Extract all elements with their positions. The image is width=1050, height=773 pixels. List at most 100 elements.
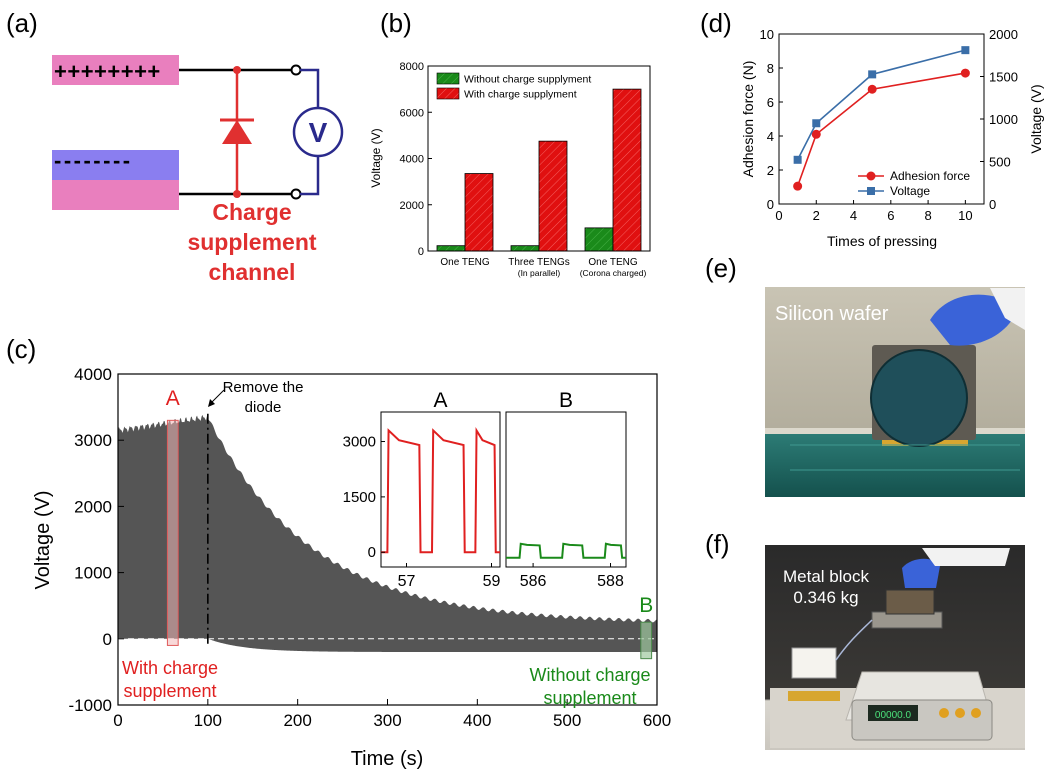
panel-label-e: (e) (705, 253, 737, 283)
junction-top (233, 66, 241, 74)
diode-annotation: Remove the (223, 379, 304, 396)
y2-tick-label: 1500 (989, 70, 1018, 85)
panel-label-d: (d) (700, 8, 732, 38)
junction-bottom (233, 190, 241, 198)
circuit-board (791, 647, 837, 679)
lab-coat-sleeve (990, 288, 1025, 330)
b-ylabel: Voltage (V) (369, 128, 383, 187)
x-tick-label: 2 (813, 208, 820, 223)
y-tick-label: 3000 (74, 431, 112, 450)
scale-button (971, 708, 981, 718)
negative-charge-signs: -------- (54, 148, 133, 173)
region-a-caption: With charge (122, 658, 218, 678)
inset-a-trace (381, 426, 500, 554)
x-tick-label: 0 (113, 711, 122, 730)
c-xlabel: Time (s) (351, 748, 424, 770)
y-tick-label: 2000 (74, 497, 112, 516)
x-tick-label: (In parallel) (518, 268, 561, 278)
gloved-hand (902, 558, 940, 588)
legend-label: With charge supplyment (464, 89, 577, 101)
caption-line-3: channel (209, 259, 296, 285)
inset-a-x-tick-label: 59 (483, 573, 501, 590)
panel-label-b: (b) (380, 8, 412, 38)
y-tick-label: 2000 (400, 200, 424, 212)
panel-label-c: (c) (6, 334, 36, 364)
bar (510, 245, 540, 252)
lead-wire (835, 619, 873, 661)
y-tick-label: 1000 (74, 564, 112, 583)
y-tick-label: 6000 (400, 107, 424, 119)
film-strip (788, 691, 840, 701)
y-tick-label: 4 (767, 129, 774, 144)
bar (538, 140, 568, 252)
voltmeter-label: V (309, 117, 328, 148)
inset-b-x-tick-label: 588 (597, 573, 624, 590)
y-tick-label: 8 (767, 61, 774, 76)
data-point (793, 155, 802, 164)
diode-icon (222, 120, 252, 144)
legend-label: Without charge supplyment (464, 74, 591, 86)
x-tick-label: Three TENGs (508, 257, 570, 268)
caption-line-2: supplement (187, 229, 316, 255)
data-point (793, 181, 803, 191)
scale-display (868, 705, 918, 721)
photo-f-label-2: 0.346 kg (793, 588, 858, 607)
legend-swatch (436, 72, 460, 85)
region-b-box (640, 621, 653, 660)
y2-tick-label: 1000 (989, 112, 1018, 127)
dielectric-layer (52, 150, 179, 180)
scale-display-text: 00000.0 (875, 710, 912, 721)
bottom-electrode (52, 180, 179, 210)
photo-f-label-1: Metal block (783, 567, 869, 586)
y-tick-label: 4000 (74, 365, 112, 384)
legend-marker (866, 171, 876, 181)
diode-arrowhead (208, 399, 215, 407)
data-point (960, 68, 970, 78)
x-tick-label: One TENG (440, 257, 489, 268)
y-tick-label: 0 (418, 246, 424, 258)
y-tick-label: 8000 (400, 61, 424, 73)
inset-b-frame (505, 411, 627, 568)
positive-charge-signs: ++++++++ (54, 59, 161, 84)
diode-annotation: diode (245, 399, 282, 416)
y2-tick-label: 0 (989, 197, 996, 212)
voltage-envelope (118, 414, 657, 653)
bar (612, 88, 642, 252)
inset-b-x-tick-label: 586 (520, 573, 547, 590)
bar (584, 227, 614, 252)
x-tick-label: One TENG (588, 257, 637, 268)
d-ylabel: Adhesion force (N) (740, 61, 756, 178)
bar (436, 245, 466, 252)
panel-label-f: (f) (705, 529, 730, 559)
panel-label-a: (a) (6, 8, 38, 38)
x-tick-label: 100 (194, 711, 222, 730)
y-tick-label: 10 (760, 27, 774, 42)
y-tick-label: 0 (103, 630, 112, 649)
series-line (796, 49, 966, 161)
x-tick-label: 10 (958, 208, 972, 223)
data-point (868, 70, 877, 79)
inset-b-trace (506, 542, 626, 559)
y-tick-label: 6 (767, 95, 774, 110)
gloved-hand (930, 294, 1012, 346)
bar-chart-b: One TENG Three TENGs(In parallel) One TENG… (369, 61, 651, 278)
inset-a-x-tick-label: 57 (398, 573, 416, 590)
voltmeter-icon (292, 106, 344, 158)
y2-tick-label: 500 (989, 155, 1011, 170)
x-tick-label: 8 (924, 208, 931, 223)
photo-e-label: Silicon wafer (775, 303, 889, 325)
inset-a-title: A (433, 389, 447, 412)
region-a-label: A (166, 387, 180, 410)
data-point (812, 119, 821, 128)
bar (464, 173, 494, 252)
region-a-caption: supplement (123, 681, 216, 701)
x-tick-label: 600 (643, 711, 671, 730)
legend-marker (867, 187, 875, 195)
x-tick-label: 200 (283, 711, 311, 730)
region-b-label: B (639, 594, 653, 617)
y-tick-label: 4000 (400, 154, 424, 166)
legend-label: Adhesion force (890, 169, 970, 183)
photo-silicon-wafer: Silicon wafer (765, 287, 1025, 497)
top-electrode (52, 55, 179, 85)
